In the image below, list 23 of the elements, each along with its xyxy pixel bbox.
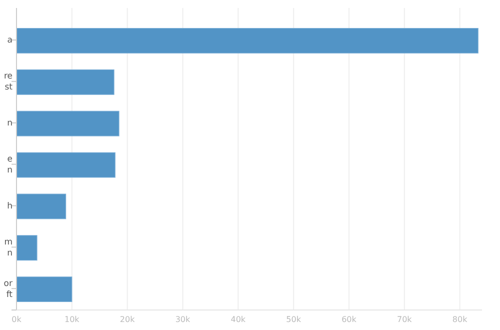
y-tick-label: m n bbox=[4, 238, 12, 259]
y-tick-label: a bbox=[7, 36, 12, 46]
bar bbox=[16, 276, 72, 302]
x-tick-label: 30k bbox=[175, 315, 191, 324]
y-tick-label: re st bbox=[4, 72, 14, 93]
bar bbox=[16, 152, 116, 178]
y-tick-label: e n bbox=[7, 154, 12, 176]
y-tick-label: n bbox=[7, 118, 12, 129]
x-tick-label: 40k bbox=[230, 315, 246, 324]
x-tick-label: 80k bbox=[452, 315, 468, 324]
bar bbox=[16, 28, 478, 54]
bar bbox=[16, 194, 66, 220]
bar bbox=[16, 69, 114, 95]
x-tick-label: 60k bbox=[342, 315, 357, 324]
x-tick-label: 10k bbox=[64, 315, 80, 324]
x-tick-label: 50k bbox=[286, 315, 302, 324]
bar bbox=[16, 235, 38, 261]
bar bbox=[16, 110, 120, 136]
y-tick-label: or ft bbox=[4, 279, 14, 300]
x-tick-label: 0k bbox=[12, 315, 22, 324]
x-tick-label: 20k bbox=[120, 315, 136, 324]
y-tick-label: h bbox=[7, 202, 12, 212]
x-tick-label: 70k bbox=[397, 315, 412, 324]
